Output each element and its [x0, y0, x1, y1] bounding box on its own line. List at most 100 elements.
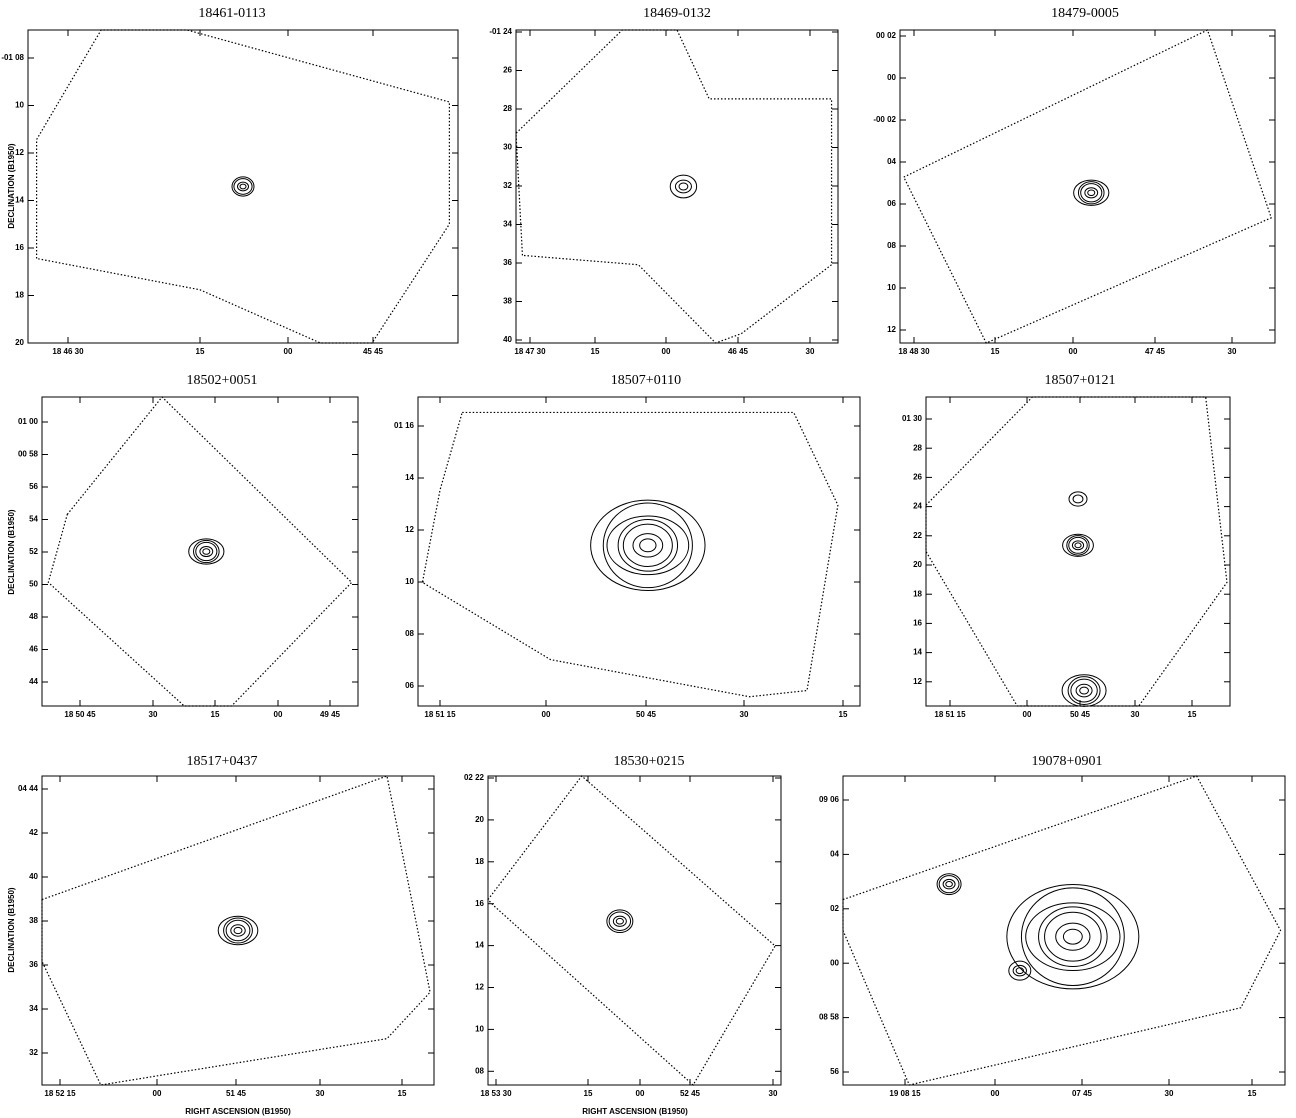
y-tick-label: 12 [913, 677, 922, 686]
x-tick-label: 18 53 30 [480, 1089, 512, 1098]
y-tick-label: 04 [830, 850, 839, 859]
field-boundary [904, 30, 1272, 343]
contour [1075, 543, 1081, 548]
contour [1081, 184, 1102, 202]
x-tick-label: 47 45 [1145, 347, 1166, 356]
plot-frame [42, 776, 434, 1085]
contour [203, 549, 210, 555]
y-tick-label: 56 [29, 482, 38, 491]
y-tick-label: 16 [913, 619, 922, 628]
plot-frame [926, 397, 1230, 706]
contour [1026, 903, 1120, 971]
panel: 18469-0132-01 24262830323436384018 47 30… [489, 6, 838, 356]
y-tick-label: 12 [15, 148, 24, 157]
y-tick-label: 56 [830, 1067, 839, 1076]
contour [640, 539, 656, 552]
y-tick-label: 08 [887, 241, 896, 250]
x-tick-label: 15 [1248, 1089, 1257, 1098]
contour [613, 916, 626, 926]
contour [1076, 684, 1092, 697]
y-tick-label: 01 16 [394, 421, 415, 430]
x-tick-label: 15 [591, 347, 600, 356]
y-tick-label: 40 [503, 335, 512, 344]
contour [200, 546, 213, 556]
x-tick-label: 30 [1228, 347, 1237, 356]
contour [1067, 536, 1089, 555]
y-tick-label: 14 [913, 648, 922, 657]
y-tick-label: 18 [15, 291, 24, 300]
x-tick-label: 30 [1131, 710, 1140, 719]
x-tick-label: 00 [153, 1089, 162, 1098]
x-tick-label: 00 [1023, 710, 1032, 719]
y-tick-label: 02 [830, 904, 839, 913]
y-tick-label: 01 00 [18, 417, 39, 426]
x-tick-label: 30 [316, 1089, 325, 1098]
y-tick-label: -01 08 [1, 53, 24, 62]
panel-title: 18461-0113 [198, 6, 265, 21]
contour [1039, 907, 1108, 967]
contour [194, 540, 220, 562]
y-axis-label: DECLINATION (B1950) [7, 887, 16, 973]
field-boundary [516, 30, 832, 343]
contour [623, 524, 672, 566]
y-tick-label: 50 [29, 580, 38, 589]
x-tick-label: 00 [1069, 347, 1078, 356]
x-tick-label: 45 45 [363, 347, 384, 356]
contour [232, 177, 254, 196]
contour [1007, 884, 1139, 988]
panel-title: 18517+0437 [187, 754, 258, 769]
y-tick-label: 46 [29, 645, 38, 654]
field-boundary [42, 776, 430, 1085]
x-tick-label: 15 [839, 710, 848, 719]
x-tick-label: 07 45 [1072, 1089, 1093, 1098]
y-tick-label: 10 [887, 283, 896, 292]
field-boundary [488, 776, 775, 1085]
y-tick-label: 36 [503, 258, 512, 267]
y-tick-label: 48 [29, 612, 38, 621]
contour [607, 516, 689, 575]
contour [946, 882, 953, 887]
y-tick-label: 02 22 [464, 773, 485, 782]
y-tick-label: 16 [475, 899, 484, 908]
contour [1056, 923, 1090, 950]
y-tick-label: 20 [475, 815, 484, 824]
plot-frame [28, 30, 458, 343]
field-boundary [843, 776, 1281, 1085]
contour [226, 920, 250, 941]
y-tick-label: 00 02 [876, 31, 897, 40]
x-tick-label: 18 51 15 [934, 710, 966, 719]
contour [1068, 677, 1100, 705]
y-tick-label: 38 [29, 916, 38, 925]
x-tick-label: 15 [1188, 710, 1197, 719]
figure: 18461-0113 -01 08 10 12 14 16 18 20 18 46 30 15 00… [0, 0, 1296, 1118]
x-tick-label: 50 45 [1070, 710, 1091, 719]
y-tick-label: 08 58 [819, 1013, 840, 1022]
y-tick-label: 18 [475, 857, 484, 866]
y-tick-label: 42 [29, 828, 38, 837]
y-tick-label: 32 [503, 181, 512, 190]
y-tick-label: -01 24 [489, 27, 512, 36]
y-tick-label: 01 30 [902, 414, 923, 423]
contour [234, 927, 242, 933]
y-tick-label: 04 [887, 157, 896, 166]
y-tick-label: 26 [503, 66, 512, 75]
contour [231, 925, 245, 936]
x-tick-label: 00 [274, 710, 283, 719]
contour [1063, 929, 1082, 944]
contour [1013, 965, 1026, 976]
y-tick-label: 06 [887, 199, 896, 208]
x-tick-label: 18 48 30 [898, 347, 930, 356]
contour [1069, 492, 1087, 506]
x-tick-label: 51 45 [226, 1089, 247, 1098]
x-tick-label: 15 [584, 1089, 593, 1098]
y-tick-label: 06 [405, 681, 414, 690]
x-tick-label: 00 [662, 347, 671, 356]
x-axis-label: RIGHT ASCENSION (B1950) [185, 1107, 291, 1116]
x-tick-label: 50 45 [636, 710, 657, 719]
y-tick-label: 00 [887, 73, 896, 82]
panel-title: 18507+0110 [611, 373, 681, 388]
panel-title: 18530+0215 [614, 754, 685, 769]
y-tick-label: 10 [405, 577, 414, 586]
